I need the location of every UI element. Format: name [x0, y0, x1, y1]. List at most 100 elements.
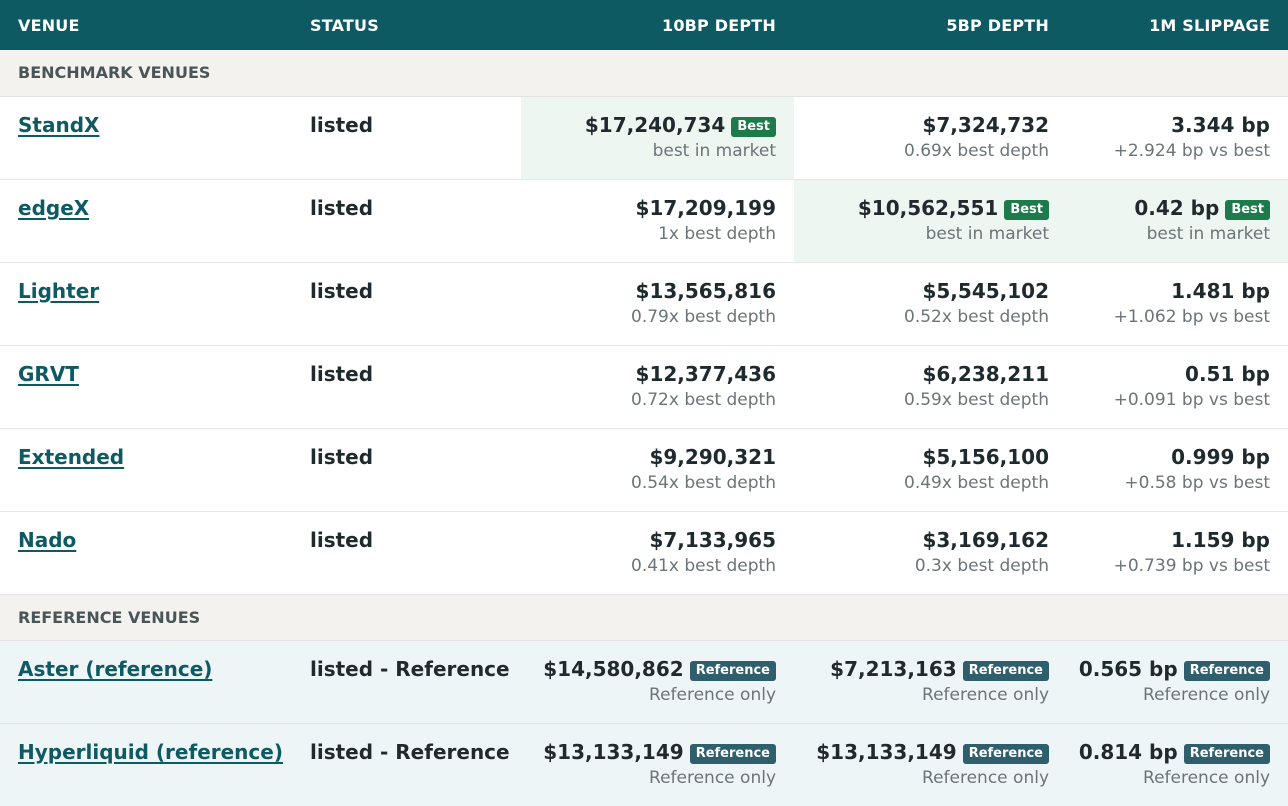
best-badge: Best: [1004, 199, 1049, 220]
depth10-note: Reference only: [649, 684, 776, 705]
reference-badge: Reference: [962, 743, 1049, 764]
slippage-value: 0.999 bp: [1171, 444, 1270, 469]
depth5-value: $3,169,162: [922, 527, 1049, 552]
slippage-note: Reference only: [1143, 767, 1270, 788]
depth10-cell: $12,377,436 0.72x best depth: [521, 345, 794, 429]
venue-link-extended[interactable]: Extended: [18, 444, 125, 469]
slippage-value: 3.344 bp: [1171, 112, 1270, 137]
depth5-cell: $10,562,551 Best best in market: [794, 179, 1067, 263]
depth10-value: $12,377,436: [635, 361, 776, 386]
venue-link-nado[interactable]: Nado: [18, 527, 77, 552]
slippage-value: 1.159 bp: [1171, 527, 1270, 552]
depth5-cell: $7,213,163 Reference Reference only: [794, 640, 1067, 724]
venue-link-grvt[interactable]: GRVT: [18, 361, 79, 386]
venue-link-standx[interactable]: StandX: [18, 112, 100, 137]
status-cell: listed: [292, 345, 521, 429]
slippage-cell: 0.814 bp Reference Reference only: [1067, 723, 1288, 806]
header-10bp-depth[interactable]: 10BP DEPTH: [521, 0, 794, 50]
header-1m-slippage[interactable]: 1M SLIPPAGE: [1067, 0, 1288, 50]
status-cell: listed: [292, 511, 521, 595]
table-row: Extended listed $9,290,321 0.54x best de…: [0, 428, 1288, 512]
status-cell: listed: [292, 262, 521, 346]
section-title: REFERENCE VENUES: [0, 594, 1288, 641]
depth5-note: 0.59x best depth: [904, 389, 1049, 410]
venue-cell: Hyperliquid (reference): [0, 723, 292, 806]
status-cell: listed: [292, 179, 521, 263]
best-badge: Best: [1225, 199, 1270, 220]
venue-link-hyperliquid[interactable]: Hyperliquid (reference): [18, 739, 283, 764]
depth10-cell: $17,209,199 1x best depth: [521, 179, 794, 263]
table-row: Nado listed $7,133,965 0.41x best depth …: [0, 511, 1288, 595]
depth5-cell: $7,324,732 0.69x best depth: [794, 96, 1067, 180]
depth5-value: $6,238,211: [922, 361, 1049, 386]
depth10-cell: $17,240,734 Best best in market: [521, 96, 794, 180]
slippage-note: Reference only: [1143, 684, 1270, 705]
table-row: GRVT listed $12,377,436 0.72x best depth…: [0, 345, 1288, 429]
depth10-value: $14,580,862: [543, 656, 684, 681]
depth10-note: 0.41x best depth: [631, 555, 776, 576]
slippage-note: +2.924 bp vs best: [1113, 140, 1270, 161]
depth10-cell: $9,290,321 0.54x best depth: [521, 428, 794, 512]
depth5-cell: $5,156,100 0.49x best depth: [794, 428, 1067, 512]
venue-link-edgex[interactable]: edgeX: [18, 195, 90, 220]
reference-badge: Reference: [1183, 743, 1270, 764]
depth10-note: best in market: [652, 140, 776, 161]
depth10-note: Reference only: [649, 767, 776, 788]
slippage-cell: 0.42 bp Best best in market: [1067, 179, 1288, 263]
depth5-note: best in market: [925, 223, 1049, 244]
slippage-note: +1.062 bp vs best: [1113, 306, 1270, 327]
table-row: Aster (reference) listed - Reference $14…: [0, 640, 1288, 724]
reference-badge: Reference: [962, 660, 1049, 681]
status-cell: listed: [292, 428, 521, 512]
status-cell: listed - Reference: [292, 723, 521, 806]
slippage-cell: 0.999 bp +0.58 bp vs best: [1067, 428, 1288, 512]
depth10-value: $7,133,965: [649, 527, 776, 552]
slippage-value: 0.42 bp: [1134, 195, 1220, 220]
depth5-value: $10,562,551: [857, 195, 999, 220]
venue-cell: Nado: [0, 511, 292, 595]
table-row: edgeX listed $17,209,199 1x best depth $…: [0, 179, 1288, 263]
venue-cell: GRVT: [0, 345, 292, 429]
depth10-value: $13,565,816: [635, 278, 776, 303]
best-badge: Best: [731, 116, 776, 137]
depth5-note: 0.52x best depth: [904, 306, 1049, 327]
header-5bp-depth[interactable]: 5BP DEPTH: [794, 0, 1067, 50]
depth5-note: Reference only: [922, 684, 1049, 705]
depth10-value: $17,209,199: [635, 195, 776, 220]
depth10-note: 0.72x best depth: [631, 389, 776, 410]
depth10-note: 0.54x best depth: [631, 472, 776, 493]
slippage-cell: 0.51 bp +0.091 bp vs best: [1067, 345, 1288, 429]
depth10-value: $9,290,321: [649, 444, 776, 469]
depth10-cell: $13,565,816 0.79x best depth: [521, 262, 794, 346]
table-row: Lighter listed $13,565,816 0.79x best de…: [0, 262, 1288, 346]
table-header-row: VENUE STATUS 10BP DEPTH 5BP DEPTH 1M SLI…: [0, 0, 1288, 50]
depth5-value: $7,213,163: [830, 656, 957, 681]
depth5-value: $7,324,732: [922, 112, 1049, 137]
depth5-value: $5,156,100: [922, 444, 1049, 469]
reference-badge: Reference: [689, 660, 776, 681]
depth5-value: $13,133,149: [816, 739, 957, 764]
reference-badge: Reference: [689, 743, 776, 764]
venue-cell: edgeX: [0, 179, 292, 263]
slippage-note: +0.091 bp vs best: [1113, 389, 1270, 410]
header-venue[interactable]: VENUE: [0, 0, 292, 50]
depth5-note: Reference only: [922, 767, 1049, 788]
header-status[interactable]: STATUS: [292, 0, 521, 50]
slippage-cell: 3.344 bp +2.924 bp vs best: [1067, 96, 1288, 180]
table-row: Hyperliquid (reference) listed - Referen…: [0, 723, 1288, 806]
depth10-note: 1x best depth: [658, 223, 776, 244]
depth10-cell: $13,133,149 Reference Reference only: [521, 723, 794, 806]
reference-badge: Reference: [1183, 660, 1270, 681]
venue-cell: Lighter: [0, 262, 292, 346]
slippage-note: +0.58 bp vs best: [1124, 472, 1270, 493]
slippage-cell: 1.481 bp +1.062 bp vs best: [1067, 262, 1288, 346]
slippage-note: best in market: [1146, 223, 1270, 244]
depth5-cell: $13,133,149 Reference Reference only: [794, 723, 1067, 806]
venue-link-lighter[interactable]: Lighter: [18, 278, 100, 303]
status-cell: listed - Reference: [292, 640, 521, 724]
depth5-value: $5,545,102: [922, 278, 1049, 303]
depth5-note: 0.3x best depth: [914, 555, 1049, 576]
venue-link-aster[interactable]: Aster (reference): [18, 656, 213, 681]
depth10-value: $13,133,149: [543, 739, 684, 764]
